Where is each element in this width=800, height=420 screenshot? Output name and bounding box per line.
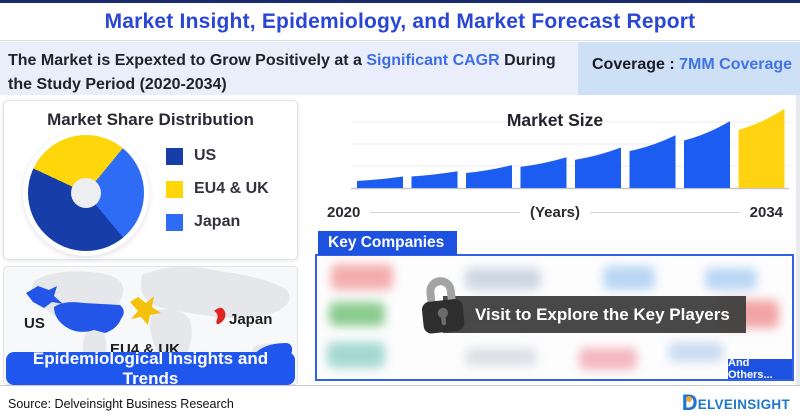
x-label-2034: 2034 <box>749 203 784 221</box>
coverage-value: 7MM Coverage <box>679 56 793 73</box>
market-size-bar <box>520 157 567 188</box>
market-size-bar <box>357 176 403 188</box>
legend-label-us: US <box>194 147 217 164</box>
x-label-years: (Years) <box>529 203 581 221</box>
subtitle-prefix: The Market is Expexted to Grow Positivel… <box>8 52 367 69</box>
legend-swatch-japan <box>166 213 183 231</box>
market-size-title: Market Size <box>506 110 604 130</box>
blurred-company-logo <box>669 342 723 362</box>
market-share-panel: Market Share Distribution US EU4 & UK Ja… <box>3 100 298 260</box>
market-size-bar <box>466 165 512 188</box>
market-size-bar <box>684 121 730 188</box>
legend-label-japan: Japan <box>194 213 241 230</box>
blurred-company-logo <box>331 264 393 290</box>
logo-d: D <box>681 390 698 415</box>
alaska-shape <box>26 286 63 308</box>
market-size-bars-svg <box>351 108 789 190</box>
subtitle-suffix: During the Study Period (2020-2034) <box>8 52 556 93</box>
axis-divider-line <box>370 211 520 213</box>
footer: Source: Delveinsight Business Research D… <box>0 385 800 420</box>
us-map-shape <box>54 302 124 333</box>
legend-item-japan: Japan <box>166 213 269 231</box>
blurred-company-logo <box>465 348 537 366</box>
logo-orange-dot <box>685 396 692 402</box>
donut-hole <box>71 178 101 208</box>
market-size-bar <box>738 108 785 188</box>
header-bar: Market Insight, Epidemiology, and Market… <box>0 3 800 41</box>
legend-swatch-eu4-uk <box>166 180 183 198</box>
sub-header-row: The Market is Expexted to Grow Positivel… <box>0 42 800 95</box>
us-label: US <box>24 315 45 332</box>
x-label-2020: 2020 <box>327 203 361 221</box>
market-size-chart: Market Size 2020 (Years) 2034 <box>315 100 795 224</box>
blurred-company-logo <box>465 268 541 290</box>
lock-icon <box>421 277 465 334</box>
coverage-box: Coverage : 7MM Coverage <box>578 42 800 95</box>
legend-item-eu4-uk: EU4 & UK <box>166 180 269 198</box>
and-others-badge: And Others... <box>728 357 792 379</box>
logo-text: ELVEINSIGHT <box>697 397 790 412</box>
legend-label-eu4-uk: EU4 & UK <box>194 180 269 197</box>
key-companies-box: Visit to Explore the Key Players And Oth… <box>315 254 794 381</box>
eu-map-shape <box>130 296 161 325</box>
market-share-donut-chart <box>28 135 144 251</box>
subtitle-text: The Market is Expexted to Grow Positivel… <box>0 42 578 95</box>
right-edge-strip <box>796 95 800 385</box>
coverage-label: Coverage : <box>592 56 680 73</box>
blurred-company-logo <box>603 266 655 290</box>
report-title: Market Insight, Epidemiology, and Market… <box>104 9 696 33</box>
top-accent-bar <box>0 0 800 3</box>
locked-cta-badge[interactable]: Visit to Explore the Key Players <box>443 296 746 333</box>
x-axis-labels: 2020 (Years) 2034 <box>315 201 795 223</box>
market-size-bar <box>411 171 458 188</box>
japan-label: Japan <box>229 311 273 328</box>
world-map-svg <box>26 267 290 376</box>
market-size-bar <box>575 147 621 188</box>
delveinsight-logo: D ELVEINSIGHT <box>681 390 790 415</box>
blurred-company-logo <box>329 302 385 326</box>
market-share-title: Market Share Distribution <box>47 110 254 129</box>
epidemiology-button[interactable]: Epidemiological Insights and Trends <box>6 349 295 388</box>
key-companies-tab: Key Companies <box>318 231 457 255</box>
blurred-company-logo <box>579 348 637 370</box>
pie-legend: US EU4 & UK Japan <box>166 147 269 246</box>
blurred-company-logo <box>705 268 757 290</box>
japan-map-shape <box>214 307 226 325</box>
legend-item-us: US <box>166 147 269 165</box>
blurred-company-logo <box>327 342 385 368</box>
legend-swatch-us <box>166 147 183 165</box>
source-text: Source: Delveinsight Business Research <box>8 397 234 411</box>
subtitle-highlight: Significant CAGR <box>366 52 500 69</box>
axis-divider-line <box>590 211 740 213</box>
market-size-bar <box>629 135 676 188</box>
